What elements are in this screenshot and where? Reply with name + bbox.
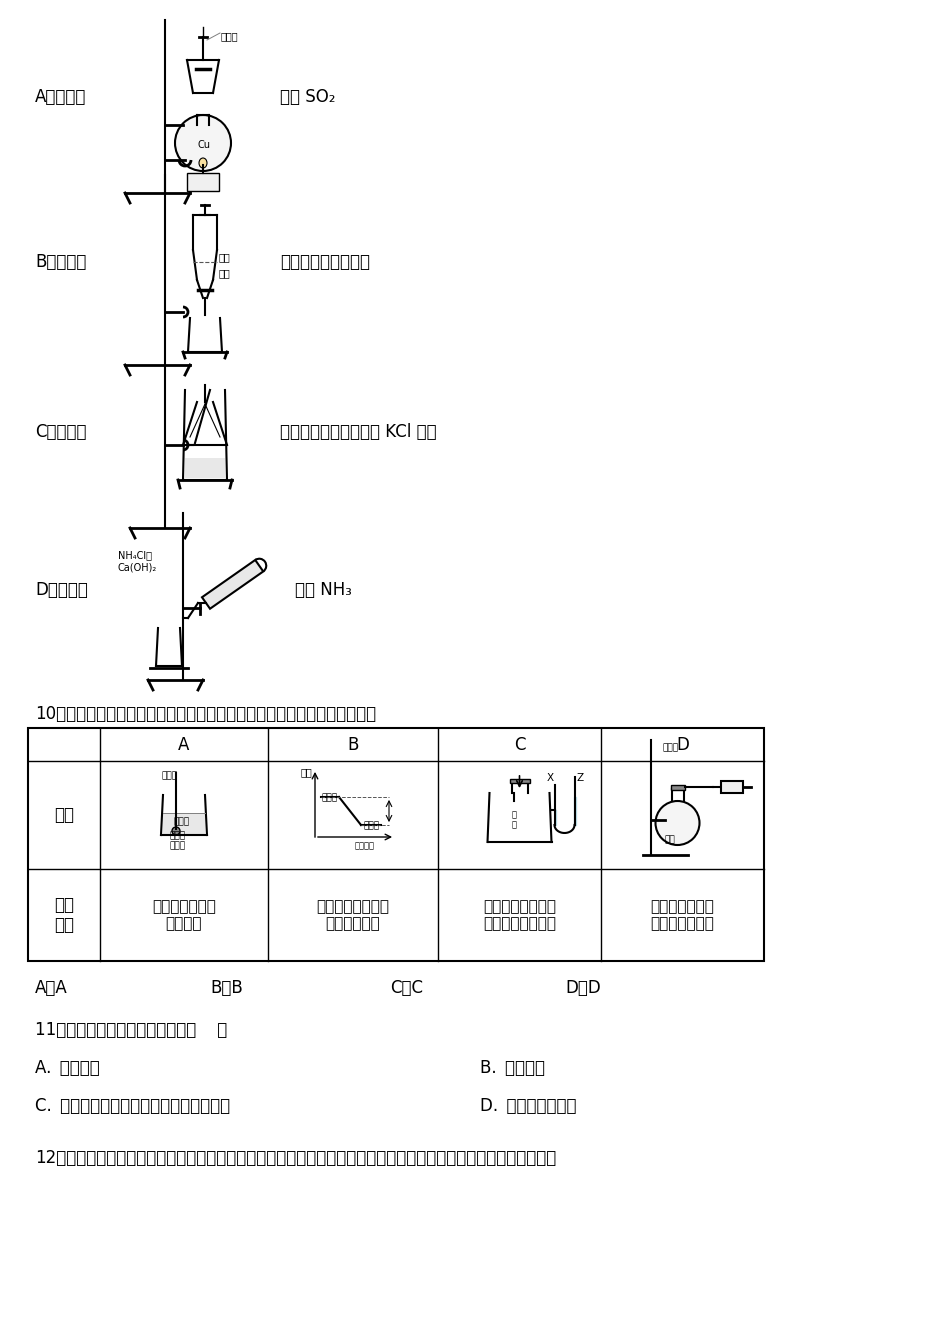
Text: 反应开始后，甲处
液面低于乙处液面: 反应开始后，甲处 液面低于乙处液面 [483, 899, 556, 931]
Text: Ca(OH)₂: Ca(OH)₂ [118, 563, 158, 573]
Text: C. 煤焰油中分馏得到苯、甲苯、二甲苯等: C. 煤焰油中分馏得到苯、甲苯、二甲苯等 [35, 1097, 230, 1116]
Text: D. 古代植物变成煤: D. 古代植物变成煤 [480, 1097, 577, 1116]
Text: 12、汉黄芥素是传统中草药黄芩的有效成分之一。对肿瘤细胞的杀伤有独特作用。下列有关汉黄芩素的叙述正确的是: 12、汉黄芥素是传统中草药黄芩的有效成分之一。对肿瘤细胞的杀伤有独特作用。下列有… [35, 1149, 557, 1167]
Text: X: X [546, 773, 554, 784]
Bar [185, 458, 225, 478]
Text: C．C: C．C [390, 978, 423, 997]
Text: 10、下列实验现象或图像信息不能充分说明相应的化学反应是放热反应的是: 10、下列实验现象或图像信息不能充分说明相应的化学反应是放热反应的是 [35, 706, 376, 723]
Text: B. 石油裂解: B. 石油裂解 [480, 1059, 545, 1077]
Text: 制取 NH₃: 制取 NH₃ [295, 581, 352, 599]
Text: D: D [676, 735, 689, 754]
Text: A. 煤的干馏: A. 煤的干馏 [35, 1059, 100, 1077]
Text: B．B: B．B [210, 978, 243, 997]
Text: D．用装置: D．用装置 [35, 581, 87, 599]
Text: 反应过程: 反应过程 [355, 841, 375, 849]
Bar [509, 780, 529, 784]
Circle shape [656, 801, 699, 845]
Text: 制备 SO₂: 制备 SO₂ [280, 87, 335, 106]
Text: 能量: 能量 [301, 767, 313, 777]
Text: 氢氧化
钠溶液: 氢氧化 钠溶液 [170, 831, 186, 851]
Bar [28, 728, 764, 961]
Text: NH₄Cl和: NH₄Cl和 [118, 550, 152, 560]
Text: C．用装置: C．用装置 [35, 423, 86, 441]
Text: 温度计: 温度计 [161, 771, 177, 780]
Bar [163, 813, 205, 835]
Text: 稀盐酸: 稀盐酸 [174, 817, 190, 827]
Bar [187, 173, 219, 191]
Text: D．D: D．D [565, 978, 600, 997]
Text: Cu: Cu [197, 140, 210, 151]
Text: 反应物总能量大于
生成物总能量: 反应物总能量大于 生成物总能量 [316, 899, 390, 931]
Text: 从碘水溶液中萃取碘: 从碘水溶液中萃取碘 [280, 253, 370, 271]
Text: 相关
信息: 相关 信息 [54, 895, 74, 934]
Polygon shape [202, 560, 263, 609]
Bar [671, 785, 685, 790]
Circle shape [175, 116, 231, 171]
Bar [720, 781, 743, 793]
Text: 11、下列变化属于物理变化的是（    ）: 11、下列变化属于物理变化的是（ ） [35, 1021, 227, 1039]
Text: 锌粒: 锌粒 [664, 835, 675, 844]
Text: 空
气: 空 气 [512, 810, 517, 829]
Text: 水层: 水层 [219, 267, 231, 278]
Ellipse shape [199, 159, 207, 168]
Text: 稀硫酸: 稀硫酸 [662, 743, 678, 753]
Text: A．用装置: A．用装置 [35, 87, 86, 106]
Text: A．A: A．A [35, 978, 67, 997]
Text: 除去粗盐溶液中混有的 KCl 杂质: 除去粗盐溶液中混有的 KCl 杂质 [280, 423, 437, 441]
Circle shape [172, 827, 180, 835]
Text: Z: Z [577, 773, 583, 784]
Text: 反应开始后，针
筒活塞向右移动: 反应开始后，针 筒活塞向右移动 [651, 899, 714, 931]
Text: 图示: 图示 [54, 806, 74, 824]
Text: 温度计的水银柱
不断上升: 温度计的水银柱 不断上升 [152, 899, 216, 931]
Text: B．用装置: B．用装置 [35, 253, 86, 271]
Text: C: C [514, 735, 525, 754]
Text: 浓硫酸: 浓硫酸 [221, 31, 238, 42]
Text: 苯层: 苯层 [219, 253, 231, 262]
Text: 生成物: 生成物 [363, 821, 379, 831]
Text: 反应物: 反应物 [321, 793, 337, 802]
Text: B: B [348, 735, 359, 754]
Text: A: A [179, 735, 190, 754]
